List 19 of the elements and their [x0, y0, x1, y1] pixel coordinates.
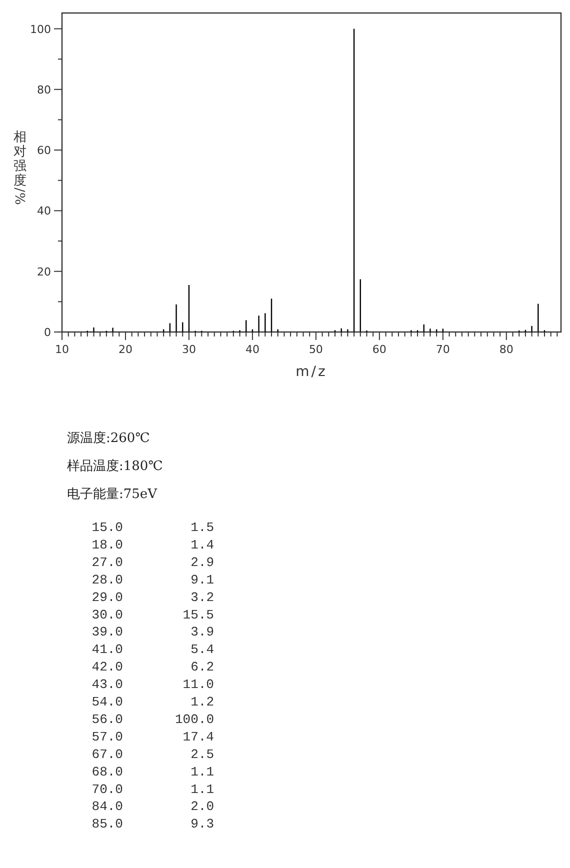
x-tick-label: 10 [55, 343, 69, 356]
x-tick-label: 50 [308, 343, 323, 356]
y-tick-label: 0 [44, 326, 51, 339]
y-tick-label: 60 [37, 144, 51, 158]
x-tick-label: 40 [245, 343, 260, 356]
x-tick-label: 70 [436, 343, 450, 356]
x-tick-label: 30 [182, 343, 196, 356]
x-tick-label: 20 [118, 343, 132, 356]
text: 样品温度:180℃ [67, 458, 163, 474]
y-axis-title: 相对强度/% [11, 130, 26, 205]
text: 电子能量:75eV [67, 487, 158, 502]
x-tick-label: 80 [499, 343, 514, 356]
x-axis-title: m/z [296, 364, 328, 380]
y-tick-label: 40 [37, 204, 51, 218]
x-tick-label: 60 [372, 343, 386, 356]
y-tick-label: 80 [37, 83, 51, 96]
y-tick-label: 20 [37, 265, 51, 278]
text: 源温度:260℃ [67, 430, 150, 446]
y-tick-label: 100 [30, 22, 51, 36]
